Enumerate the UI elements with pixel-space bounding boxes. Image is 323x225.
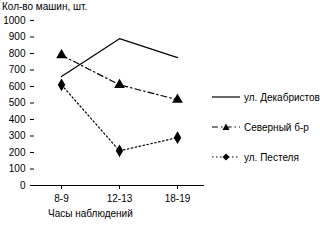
svg-text:300: 300 <box>9 130 26 141</box>
svg-text:600: 600 <box>9 81 26 92</box>
html-text:ул. Декабристов: ул. Декабристов <box>244 91 320 103</box>
svg-text:800: 800 <box>9 48 26 59</box>
svg-text:900: 900 <box>9 31 26 42</box>
svg-text:0: 0 <box>20 180 26 191</box>
html-text:Кол-во машин, шт.: Кол-во машин, шт. <box>2 1 88 12</box>
svg-text:18-19: 18-19 <box>165 193 191 204</box>
svg-text:700: 700 <box>9 64 26 75</box>
svg-text:100: 100 <box>9 163 26 174</box>
svg-text:8-9: 8-9 <box>54 193 69 204</box>
svg-text:500: 500 <box>9 97 26 108</box>
html-text:Часы наблюдений: Часы наблюдений <box>48 208 133 219</box>
svg-text:200: 200 <box>9 147 26 158</box>
html-text:Северный б-р: Северный б-р <box>244 121 309 133</box>
svg-text:12-13: 12-13 <box>107 193 133 204</box>
svg-text:1000: 1000 <box>3 15 26 26</box>
html-text:ул. Пестеля: ул. Пестеля <box>244 151 299 163</box>
svg-text:400: 400 <box>9 114 26 125</box>
